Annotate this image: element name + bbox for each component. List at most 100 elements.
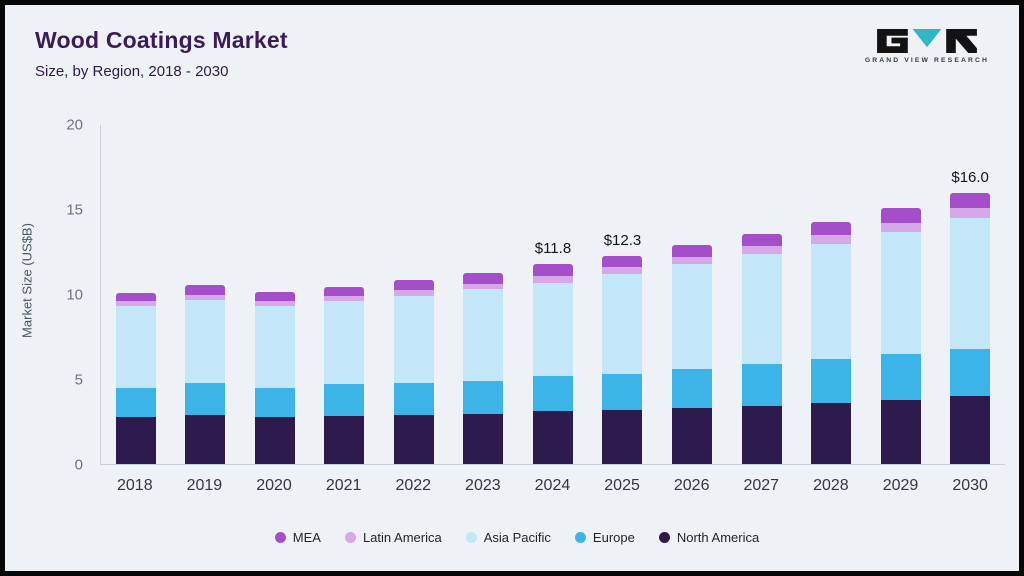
legend-item-north-america: North America xyxy=(658,530,760,545)
x-tick-label: 2018 xyxy=(117,477,153,494)
x-axis-labels: 2018 2019 2020 2021 2022 2023 2024 2025 2026 2027… xyxy=(100,477,1005,495)
legend-dot-europe xyxy=(574,532,586,543)
y-tick-label: 10 xyxy=(66,286,83,304)
segment-mea xyxy=(463,272,504,284)
segment-mea xyxy=(115,292,156,302)
gvr-logo: GRAND VIEW RESEARCH xyxy=(865,29,989,64)
legend-item-europe: Europe xyxy=(574,530,635,545)
segment-europe xyxy=(880,353,921,400)
segment-north-america xyxy=(602,409,643,464)
legend-label: MEA xyxy=(292,530,321,545)
legend-label: Asia Pacific xyxy=(483,530,551,545)
segment-mea xyxy=(672,245,713,258)
segment-europe xyxy=(950,348,991,397)
bar-2020 xyxy=(254,125,295,464)
bar-2024: $11.8 xyxy=(532,125,573,464)
segment-asia-pacific xyxy=(185,299,226,383)
plot-area: $11.8 $12.3 $16.0 xyxy=(100,125,1005,465)
chart-header: Wood Coatings Market Size, by Region, 20… xyxy=(35,27,989,80)
bar-2019 xyxy=(185,125,226,464)
segment-europe xyxy=(672,369,713,409)
segment-latin-america xyxy=(532,275,573,283)
segment-europe xyxy=(115,387,156,417)
gvr-logo-icon xyxy=(877,29,977,53)
legend-item-mea: MEA xyxy=(274,530,321,545)
bar-2027 xyxy=(741,125,782,464)
x-tick-label: 2024 xyxy=(534,477,571,494)
segment-mea xyxy=(254,291,295,302)
legend-label: Latin America xyxy=(362,530,442,545)
segment-latin-america xyxy=(393,290,434,297)
segment-north-america xyxy=(463,414,504,464)
chart-subtitle: Size, by Region, 2018 - 2030 xyxy=(35,63,229,80)
bar-2021 xyxy=(324,125,365,464)
segment-mea xyxy=(602,255,643,268)
segment-mea xyxy=(950,192,991,209)
segment-asia-pacific xyxy=(880,231,921,354)
segment-europe xyxy=(532,375,573,412)
segment-europe xyxy=(393,382,434,415)
segment-europe xyxy=(185,382,226,415)
header-titles: Wood Coatings Market Size, by Region, 20… xyxy=(35,27,288,80)
segment-latin-america xyxy=(811,235,852,244)
legend-dot-asia-pacific xyxy=(465,532,477,543)
logo-text: GRAND VIEW RESEARCH xyxy=(864,57,989,64)
x-tick-label: 2019 xyxy=(186,477,223,494)
segment-mea xyxy=(741,233,782,247)
segment-north-america xyxy=(672,408,713,464)
segment-asia-pacific xyxy=(393,296,434,383)
bar-2030: $16.0 xyxy=(950,125,991,464)
segment-asia-pacific xyxy=(950,218,991,349)
segment-asia-pacific xyxy=(324,301,365,385)
segment-mea xyxy=(324,286,365,297)
segment-asia-pacific xyxy=(254,306,295,388)
x-tick-label: 2020 xyxy=(256,477,292,494)
page-title: Wood Coatings Market xyxy=(35,27,288,53)
legend-item-latin-america: Latin America xyxy=(344,530,442,545)
segment-latin-america xyxy=(950,208,991,219)
stacked-bar-chart: Market Size (US$B) 0 5 10 15 20 $11.8 $12.3 $1… xyxy=(5,113,1019,513)
segment-mea xyxy=(811,221,852,236)
segment-asia-pacific xyxy=(532,282,573,376)
y-tick-label: 20 xyxy=(66,116,83,134)
legend-dot-mea xyxy=(274,532,286,543)
segment-north-america xyxy=(950,396,991,464)
segment-latin-america xyxy=(185,294,226,300)
y-tick-label: 5 xyxy=(74,371,83,389)
segment-europe xyxy=(254,387,295,417)
segment-north-america xyxy=(115,416,156,464)
segment-north-america xyxy=(324,415,365,464)
legend-item-asia-pacific: Asia Pacific xyxy=(465,530,551,545)
x-tick-label: 2026 xyxy=(673,477,710,494)
bar-2028 xyxy=(811,125,852,464)
bar-value-label: $11.8 xyxy=(534,240,572,258)
segment-europe xyxy=(324,384,365,416)
segment-latin-america xyxy=(880,223,921,232)
x-tick-label: 2029 xyxy=(882,477,919,494)
bar-2018 xyxy=(115,125,156,464)
x-tick-label: 2021 xyxy=(325,477,362,494)
segment-north-america xyxy=(254,416,295,464)
segment-asia-pacific xyxy=(115,306,156,388)
legend-label: Europe xyxy=(592,530,635,545)
segment-asia-pacific xyxy=(672,264,713,370)
segment-latin-america xyxy=(254,301,295,307)
bar-2023 xyxy=(463,125,504,464)
y-tick-label: 15 xyxy=(66,201,83,219)
segment-mea xyxy=(185,285,226,295)
segment-north-america xyxy=(880,399,921,464)
segment-asia-pacific xyxy=(602,274,643,375)
x-tick-label: 2022 xyxy=(395,477,432,494)
segment-latin-america xyxy=(324,296,365,302)
segment-europe xyxy=(602,374,643,410)
bar-2022 xyxy=(393,125,434,464)
bar-2026 xyxy=(672,125,713,464)
segment-asia-pacific xyxy=(811,243,852,359)
segment-latin-america xyxy=(463,283,504,290)
segment-asia-pacific xyxy=(463,289,504,381)
segment-mea xyxy=(532,264,573,276)
x-tick-label: 2030 xyxy=(952,477,988,494)
segment-mea xyxy=(880,208,921,224)
legend-label: North America xyxy=(676,530,760,545)
x-tick-label: 2023 xyxy=(465,477,501,494)
